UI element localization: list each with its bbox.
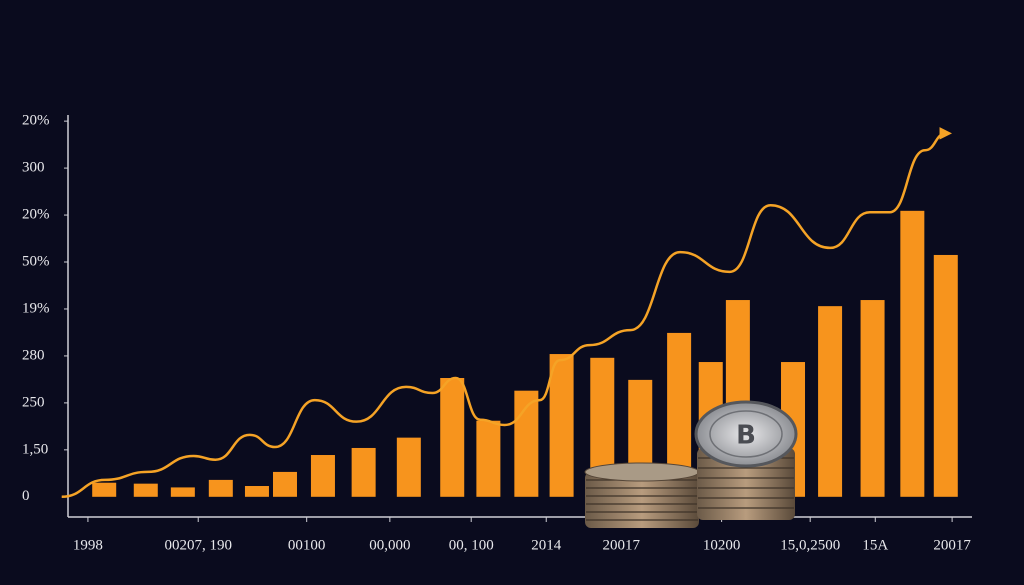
bar [92, 482, 117, 497]
bar [272, 471, 297, 497]
bar [476, 420, 501, 497]
y-tick-label: 20% [22, 206, 50, 222]
x-tick-label: 10200 [703, 537, 741, 553]
x-tick-label: 20017 [603, 537, 641, 553]
y-tick-label: 0 [22, 488, 30, 504]
y-tick-label: 19% [22, 300, 50, 316]
bar [860, 300, 885, 497]
bar [440, 378, 465, 497]
bar [933, 254, 958, 497]
bar [170, 487, 195, 497]
y-tick-label: 250 [22, 394, 45, 410]
bar [351, 447, 376, 497]
coin-stacks: B [584, 400, 798, 528]
x-tick-label: 00207, 190 [164, 537, 232, 553]
bar [244, 486, 269, 497]
bar [549, 354, 574, 497]
x-tick-label: 1998 [73, 537, 103, 553]
x-tick-label: 15A [862, 537, 888, 553]
svg-text:B: B [736, 421, 756, 451]
x-tick-label: 15,0,2500 [780, 537, 840, 553]
x-tick-label: 2014 [531, 537, 562, 553]
bar [900, 210, 925, 497]
y-tick-label: 1,50 [22, 441, 48, 457]
x-tick-label: 00,000 [369, 537, 410, 553]
bar [133, 483, 158, 497]
x-tick-label: 00100 [288, 537, 326, 553]
x-tick-label: 00, 100 [449, 537, 494, 553]
y-tick-label: 20% [22, 113, 50, 129]
bar [208, 479, 233, 497]
y-tick-label: 300 [22, 160, 45, 176]
y-tick-label: 280 [22, 347, 45, 363]
bar [818, 306, 843, 497]
bar [310, 455, 335, 497]
y-tick-label: 50% [22, 253, 50, 269]
x-tick-label: 20017 [933, 537, 971, 553]
bar [396, 437, 421, 497]
trend-line [61, 127, 953, 499]
plot-area: 0 1,50 250 280 19% 50% 20% 300 20% 1998 00207, 190… [22, 113, 971, 554]
